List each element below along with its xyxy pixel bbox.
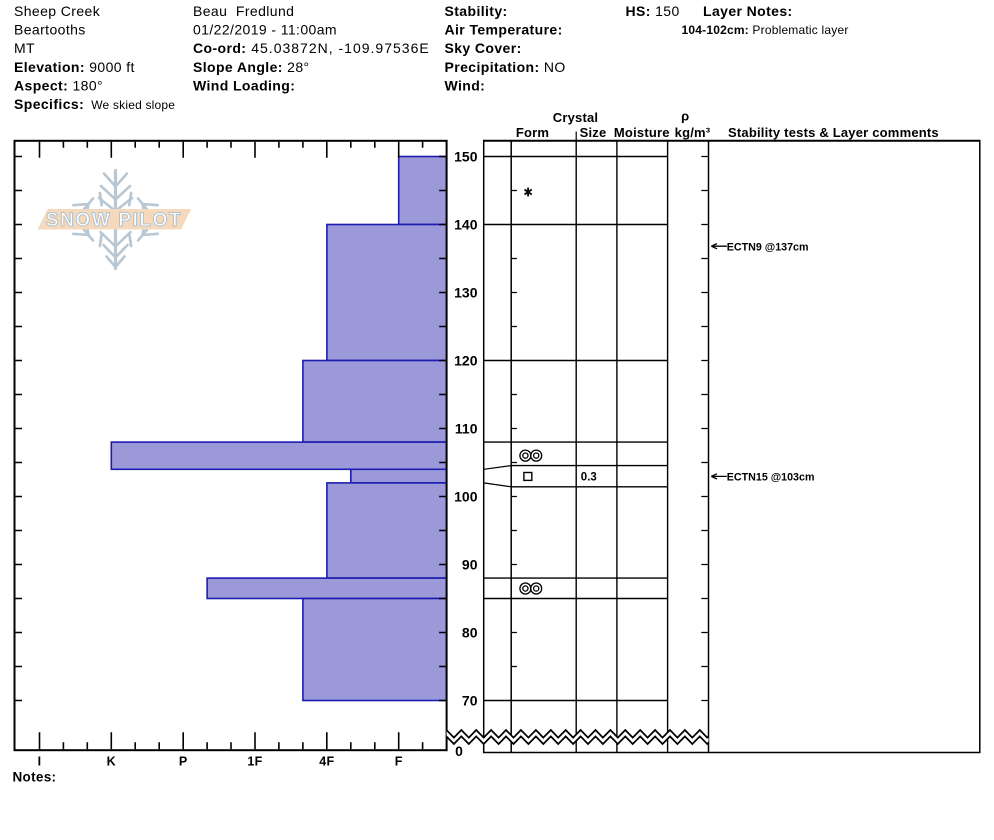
svg-text:130: 130 xyxy=(454,285,478,301)
svg-text:ECTN9 @137cm: ECTN9 @137cm xyxy=(727,241,809,253)
svg-text:4F: 4F xyxy=(319,755,334,769)
svg-text:P: P xyxy=(179,755,188,769)
svg-text:Beartooths: Beartooths xyxy=(14,22,86,38)
svg-text:Wind Loading:: Wind Loading: xyxy=(193,78,295,94)
svg-text:110: 110 xyxy=(455,421,478,437)
svg-text:90: 90 xyxy=(462,557,478,573)
svg-text:Layer Notes:: Layer Notes: xyxy=(703,3,793,19)
svg-text:0: 0 xyxy=(455,743,463,759)
svg-text:Moisture: Moisture xyxy=(614,125,670,140)
svg-text:Precipitation: NO: Precipitation: NO xyxy=(445,59,566,75)
svg-text:Aspect: 180°: Aspect: 180° xyxy=(14,78,103,94)
svg-text:01/22/2019 - 11:00am: 01/22/2019 - 11:00am xyxy=(193,22,337,38)
svg-text:kg/m³: kg/m³ xyxy=(675,125,711,140)
svg-text:SNOW PILOT: SNOW PILOT xyxy=(46,210,182,231)
svg-text:ρ: ρ xyxy=(681,109,689,124)
svg-text:Specifics: We skied slope: Specifics: We skied slope xyxy=(14,96,175,112)
svg-text:Beau Fredlund: Beau Fredlund xyxy=(193,3,294,19)
svg-text:Sheep Creek: Sheep Creek xyxy=(14,3,101,19)
svg-text:0.3: 0.3 xyxy=(581,472,597,484)
svg-text:150: 150 xyxy=(454,149,478,165)
svg-text:Crystal: Crystal xyxy=(553,110,598,125)
svg-text:Wind:: Wind: xyxy=(445,78,486,94)
svg-text:ECTN15 @103cm: ECTN15 @103cm xyxy=(727,472,815,484)
svg-text:MT: MT xyxy=(14,40,35,56)
svg-text:Notes:: Notes: xyxy=(13,770,57,785)
svg-text:I: I xyxy=(38,755,42,769)
svg-text:Slope Angle: 28°: Slope Angle: 28° xyxy=(193,59,310,75)
svg-text:F: F xyxy=(395,755,403,769)
svg-text:1F: 1F xyxy=(247,755,262,769)
svg-text:140: 140 xyxy=(454,217,478,233)
svg-text:100: 100 xyxy=(454,489,478,505)
svg-text:Air Temperature:: Air Temperature: xyxy=(445,22,563,38)
svg-text:Stability tests & Layer commen: Stability tests & Layer comments xyxy=(728,125,939,140)
svg-text:HS: 150: HS: 150 xyxy=(626,3,680,19)
svg-text:Form: Form xyxy=(516,125,549,140)
svg-text:Co-ord: 45.03872N, -109.97536E: Co-ord: 45.03872N, -109.97536E xyxy=(193,40,430,56)
svg-text:K: K xyxy=(107,755,116,769)
svg-text:104-102cm: Problematic layer: 104-102cm: Problematic layer xyxy=(682,23,849,37)
svg-text:Size: Size xyxy=(580,125,607,140)
svg-text:Sky Cover:: Sky Cover: xyxy=(445,40,522,56)
svg-text:70: 70 xyxy=(462,693,478,709)
svg-text:120: 120 xyxy=(454,353,478,369)
svg-text:80: 80 xyxy=(462,625,478,641)
svg-text:Stability:: Stability: xyxy=(445,3,508,19)
svg-text:Elevation: 9000 ft: Elevation: 9000 ft xyxy=(14,59,135,75)
